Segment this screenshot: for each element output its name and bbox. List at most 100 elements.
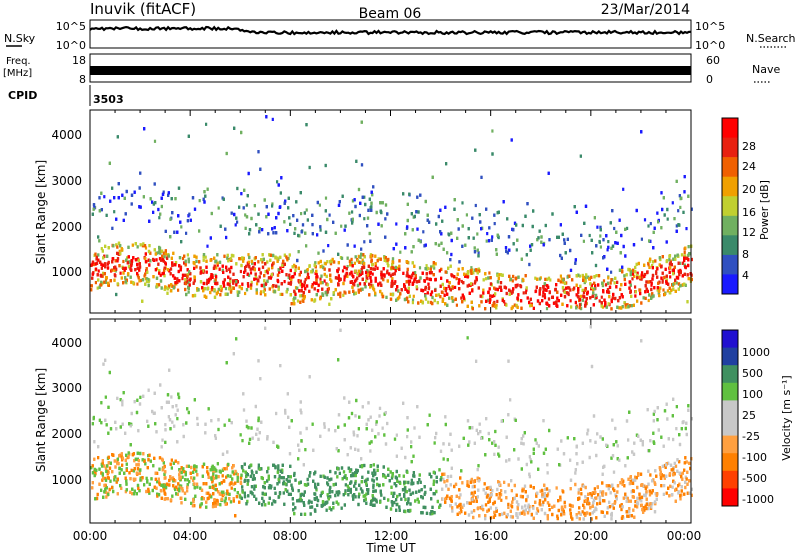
radar-pixel	[380, 270, 383, 274]
radar-pixel	[273, 290, 276, 294]
radar-pixel	[361, 271, 364, 275]
radar-pixel	[602, 256, 605, 260]
radar-pixel	[428, 220, 431, 224]
radar-pixel	[113, 278, 116, 282]
radar-pixel	[453, 275, 456, 279]
radar-pixel	[329, 260, 332, 264]
radar-pixel	[117, 241, 121, 245]
radar-pixel	[136, 262, 139, 267]
radar-pixel	[439, 295, 442, 299]
radar-pixel	[211, 286, 214, 290]
radar-pixel	[638, 288, 641, 292]
radar-pixel	[300, 289, 303, 293]
radar-pixel	[116, 135, 119, 139]
radar-pixel	[306, 276, 309, 280]
radar-pixel	[360, 247, 363, 251]
radar-pixel	[412, 294, 415, 298]
radar-pixel	[496, 299, 499, 303]
radar-pixel	[426, 277, 429, 281]
radar-pixel	[204, 194, 207, 198]
radar-pixel	[569, 248, 572, 253]
radar-pixel	[555, 283, 558, 287]
radar-pixel	[615, 285, 618, 289]
radar-pixel	[579, 284, 582, 288]
radar-pixel	[437, 293, 440, 297]
radar-pixel	[517, 275, 520, 279]
radar-pixel	[358, 282, 362, 286]
radar-pixel	[297, 279, 300, 283]
radar-pixel	[246, 282, 250, 286]
radar-pixel	[288, 273, 291, 277]
radar-pixel	[133, 190, 136, 194]
radar-pixel	[503, 285, 506, 289]
radar-pixel	[350, 257, 353, 261]
radar-pixel	[198, 260, 201, 264]
radar-pixel	[534, 276, 537, 280]
radar-pixel	[629, 273, 632, 277]
radar-pixel	[250, 283, 253, 287]
radar-pixel	[571, 278, 574, 282]
radar-pixel	[241, 256, 244, 260]
radar-pixel	[119, 244, 122, 248]
radar-pixel	[346, 274, 349, 278]
radar-pixel	[683, 175, 686, 179]
radar-pixel	[196, 287, 199, 291]
radar-pixel	[511, 290, 514, 294]
radar-pixel	[158, 216, 161, 220]
radar-pixel	[166, 268, 170, 272]
radar-pixel	[285, 273, 288, 277]
radar-pixel	[538, 301, 541, 306]
radar-pixel	[147, 279, 150, 284]
radar-pixel	[124, 276, 127, 280]
radar-pixel	[384, 256, 387, 260]
radar-pixel	[307, 276, 310, 280]
radar-pixel	[90, 284, 93, 288]
noise-left-tick-bottom: 10^0	[56, 39, 86, 52]
radar-pixel	[350, 261, 353, 265]
radar-pixel	[293, 302, 296, 306]
radar-pixel	[116, 257, 120, 261]
radar-pixel	[386, 261, 389, 265]
radar-pixel	[413, 271, 417, 275]
radar-pixel	[563, 281, 567, 285]
radar-pixel	[581, 298, 584, 302]
radar-pixel	[604, 301, 607, 305]
radar-pixel	[477, 269, 481, 273]
radar-pixel	[289, 276, 292, 280]
radar-pixel	[290, 277, 293, 281]
radar-pixel	[117, 196, 120, 200]
radar-pixel	[324, 230, 328, 234]
radar-pixel	[203, 200, 206, 204]
radar-pixel	[234, 223, 237, 227]
radar-pixel	[223, 254, 226, 258]
radar-pixel	[554, 301, 557, 305]
radar-pixel	[361, 195, 364, 199]
radar-pixel	[651, 273, 655, 278]
radar-pixel	[107, 260, 110, 265]
radar-pixel	[407, 300, 410, 304]
radar-pixel	[461, 201, 464, 205]
radar-pixel	[441, 219, 444, 223]
radar-pixel	[374, 279, 377, 283]
radar-pixel	[436, 301, 439, 305]
radar-pixel	[575, 293, 578, 297]
radar-pixel	[485, 239, 488, 243]
radar-pixel	[354, 269, 357, 273]
radar-pixel	[412, 271, 415, 275]
radar-pixel	[323, 267, 326, 271]
radar-pixel	[187, 290, 190, 294]
freq-label-line1: Freq.	[6, 56, 31, 67]
radar-pixel	[611, 296, 614, 300]
radar-pixel	[439, 208, 442, 212]
radar-pixel	[474, 203, 477, 208]
radar-pixel	[635, 262, 638, 266]
radar-pixel	[326, 217, 329, 222]
radar-pixel	[164, 229, 167, 233]
radar-pixel	[370, 208, 373, 212]
radar-pixel	[186, 219, 189, 223]
radar-pixel	[292, 300, 295, 304]
radar-pixel	[643, 274, 646, 278]
radar-pixel	[613, 226, 616, 231]
radar-pixel	[153, 139, 157, 143]
radar-pixel	[652, 230, 655, 234]
